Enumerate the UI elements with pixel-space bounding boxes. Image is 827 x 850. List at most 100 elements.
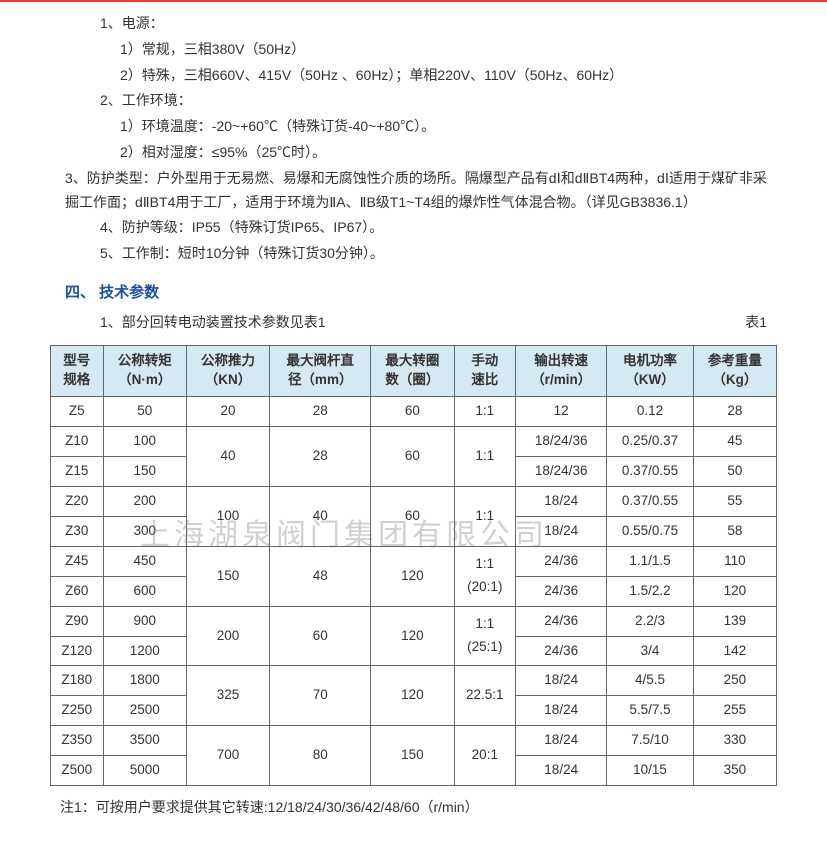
table-row: Z350 3500 700 80 150 20:1 18/24 7.5/10 3…: [51, 726, 777, 756]
cell-speed: 24/36: [516, 636, 607, 666]
cell-turns: 120: [371, 606, 454, 666]
cell-weight: 45: [693, 426, 776, 456]
document-content: 1、电源： 1）常规，三相380V（50Hz） 2）特殊，三相660V、415V…: [0, 2, 827, 850]
cell-power: 0.55/0.75: [607, 516, 693, 546]
cell-weight: 28: [693, 397, 776, 427]
cell-turns: 120: [371, 546, 454, 606]
spec-line-4: 4、防护等级：IP55（特殊订货IP65、IP67）。: [50, 216, 777, 240]
th-thrust: 公称推力 （KN）: [186, 346, 269, 397]
cell-model: Z90: [51, 606, 104, 636]
th-power: 电机功率 （KW）: [607, 346, 693, 397]
cell-power: 4/5.5: [607, 666, 693, 696]
table-label: 表1: [745, 311, 777, 335]
th-stem: 最大阀杆直 径（mm）: [270, 346, 371, 397]
cell-torque: 100: [103, 426, 186, 456]
cell-speed: 18/24/36: [516, 456, 607, 486]
table-intro-text: 1、部分回转电动装置技术参数见表1: [100, 314, 326, 330]
cell-torque: 1800: [103, 666, 186, 696]
cell-model: Z120: [51, 636, 104, 666]
cell-power: 1.1/1.5: [607, 546, 693, 576]
table-header-row: 型号 规格 公称转矩 （N·m） 公称推力 （KN） 最大阀杆直 径（mm） 最…: [51, 346, 777, 397]
cell-torque: 3500: [103, 726, 186, 756]
cell-ratio: 1:1: [454, 486, 516, 546]
th-weight: 参考重量 （Kg）: [693, 346, 776, 397]
cell-speed: 18/24: [516, 486, 607, 516]
table-row: Z5 50 20 28 60 1:1 12 0.12 28: [51, 397, 777, 427]
cell-torque: 200: [103, 486, 186, 516]
cell-turns: 60: [371, 397, 454, 427]
cell-turns: 150: [371, 726, 454, 786]
cell-weight: 120: [693, 576, 776, 606]
spec-line-3: 3、防护类型：户外型用于无易燃、易爆和无腐蚀性介质的场所。隔爆型产品有dⅠ和dⅡ…: [50, 167, 777, 215]
spec-line-2b: 2）相对湿度：≤95%（25℃时）。: [50, 141, 777, 165]
cell-weight: 55: [693, 486, 776, 516]
cell-power: 5.5/7.5: [607, 696, 693, 726]
cell-torque: 2500: [103, 696, 186, 726]
cell-speed: 18/24: [516, 666, 607, 696]
cell-torque: 300: [103, 516, 186, 546]
cell-torque: 900: [103, 606, 186, 636]
cell-stem: 48: [270, 546, 371, 606]
cell-speed: 24/36: [516, 546, 607, 576]
cell-power: 1.5/2.2: [607, 576, 693, 606]
cell-model: Z500: [51, 756, 104, 786]
cell-model: Z30: [51, 516, 104, 546]
cell-speed: 24/36: [516, 576, 607, 606]
cell-thrust: 20: [186, 397, 269, 427]
spec-line-5: 5、工作制：短时10分钟（特殊订货30分钟）。: [50, 242, 777, 266]
table-row: Z20 200 100 40 60 1:1 18/24 0.37/0.55 55: [51, 486, 777, 516]
section-title: 四、 技术参数: [50, 280, 777, 306]
cell-turns: 60: [371, 426, 454, 486]
cell-ratio: 1:1: [454, 426, 516, 486]
cell-speed: 18/24: [516, 756, 607, 786]
spec-line-2a: 1）环境温度：-20~+60℃（特殊订货-40~+80℃）。: [50, 115, 777, 139]
cell-torque: 5000: [103, 756, 186, 786]
cell-model: Z5: [51, 397, 104, 427]
cell-speed: 18/24: [516, 726, 607, 756]
cell-thrust: 100: [186, 486, 269, 546]
spec-line-1a: 1）常规，三相380V（50Hz）: [50, 38, 777, 62]
cell-model: Z180: [51, 666, 104, 696]
cell-model: Z45: [51, 546, 104, 576]
cell-torque: 50: [103, 397, 186, 427]
cell-power: 0.37/0.55: [607, 456, 693, 486]
th-model: 型号 规格: [51, 346, 104, 397]
table-row: Z10 100 40 28 60 1:1 18/24/36 0.25/0.37 …: [51, 426, 777, 456]
cell-thrust: 325: [186, 666, 269, 726]
cell-model: Z250: [51, 696, 104, 726]
cell-ratio: 22.5:1: [454, 666, 516, 726]
table-row: Z180 1800 325 70 120 22.5:1 18/24 4/5.5 …: [51, 666, 777, 696]
th-torque: 公称转矩 （N·m）: [103, 346, 186, 397]
cell-weight: 350: [693, 756, 776, 786]
cell-weight: 255: [693, 696, 776, 726]
cell-power: 10/15: [607, 756, 693, 786]
cell-speed: 18/24/36: [516, 426, 607, 456]
cell-weight: 110: [693, 546, 776, 576]
th-ratio: 手动 速比: [454, 346, 516, 397]
cell-stem: 40: [270, 486, 371, 546]
cell-ratio: 1:1 (20:1): [454, 546, 516, 606]
cell-model: Z10: [51, 426, 104, 456]
cell-power: 7.5/10: [607, 726, 693, 756]
th-speed: 输出转速 （r/min）: [516, 346, 607, 397]
cell-ratio: 20:1: [454, 726, 516, 786]
cell-weight: 250: [693, 666, 776, 696]
table-row: Z90 900 200 60 120 1:1 (25:1) 24/36 2.2/…: [51, 606, 777, 636]
spec-table: 型号 规格 公称转矩 （N·m） 公称推力 （KN） 最大阀杆直 径（mm） 最…: [50, 345, 777, 786]
cell-model: Z350: [51, 726, 104, 756]
cell-power: 0.25/0.37: [607, 426, 693, 456]
th-turns: 最大转圈 数（圈）: [371, 346, 454, 397]
cell-ratio: 1:1: [454, 397, 516, 427]
cell-turns: 60: [371, 486, 454, 546]
cell-thrust: 700: [186, 726, 269, 786]
cell-thrust: 200: [186, 606, 269, 666]
cell-speed: 12: [516, 397, 607, 427]
cell-thrust: 40: [186, 426, 269, 486]
table-footnote: 注1：可按用户要求提供其它转速:12/18/24/30/36/42/48/60（…: [50, 796, 777, 820]
cell-stem: 70: [270, 666, 371, 726]
cell-power: 2.2/3: [607, 606, 693, 636]
cell-turns: 120: [371, 666, 454, 726]
cell-thrust: 150: [186, 546, 269, 606]
cell-model: Z20: [51, 486, 104, 516]
table-row: Z45 450 150 48 120 1:1 (20:1) 24/36 1.1/…: [51, 546, 777, 576]
